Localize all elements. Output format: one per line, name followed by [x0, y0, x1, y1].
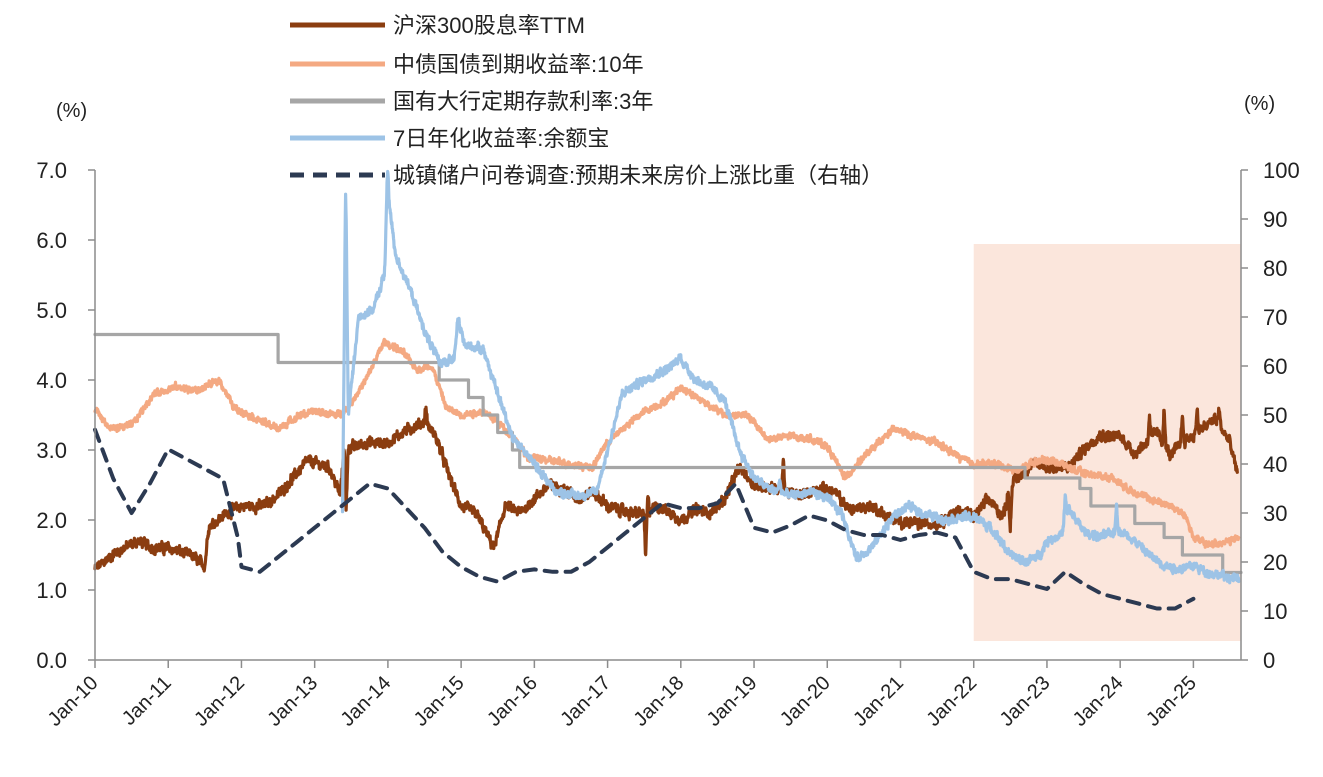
series-line-4 — [93, 427, 1196, 611]
series-line-2 — [93, 332, 1243, 575]
legend-label-4: 城镇储户问卷调查:预期未来房价上涨比重（右轴） — [393, 163, 883, 188]
right-tick-label: 80 — [1263, 256, 1287, 281]
left-tick-label: 0.0 — [36, 648, 67, 673]
legend-label-1: 中债国债到期收益率:10年 — [393, 52, 644, 77]
right-tick-label: 10 — [1263, 599, 1287, 624]
left-tick-label: 6.0 — [36, 228, 67, 253]
legend-label-3: 7日年化收益率:余额宝 — [393, 126, 609, 151]
right-tick-label: 40 — [1263, 452, 1287, 477]
right-tick-label: 90 — [1263, 207, 1287, 232]
legend-label-2: 国有大行定期存款利率:3年 — [393, 89, 653, 114]
right-axis-unit: (%) — [1244, 93, 1275, 115]
shaded-region-layer — [973, 244, 1241, 641]
left-tick-label: 5.0 — [36, 298, 67, 323]
left-tick-label: 3.0 — [36, 438, 67, 463]
left-tick-label: 7.0 — [36, 158, 67, 183]
right-tick-label: 30 — [1263, 501, 1287, 526]
series-layer — [93, 169, 1243, 611]
series-line-3 — [340, 169, 1241, 585]
right-tick-label: 60 — [1263, 354, 1287, 379]
series-line-0 — [93, 405, 1239, 573]
right-tick-label: 20 — [1263, 550, 1287, 575]
left-tick-label: 2.0 — [36, 508, 67, 533]
right-tick-label: 50 — [1263, 403, 1287, 428]
legend-label-0: 沪深300股息率TTM — [393, 13, 585, 38]
series-line-1 — [93, 337, 1241, 549]
left-axis-unit: (%) — [56, 100, 87, 122]
right-tick-label: 0 — [1263, 648, 1275, 673]
left-tick-label: 4.0 — [36, 368, 67, 393]
right-tick-label: 100 — [1263, 158, 1300, 183]
shaded-region — [973, 244, 1241, 641]
left-tick-label: 1.0 — [36, 578, 67, 603]
right-tick-label: 70 — [1263, 305, 1287, 330]
